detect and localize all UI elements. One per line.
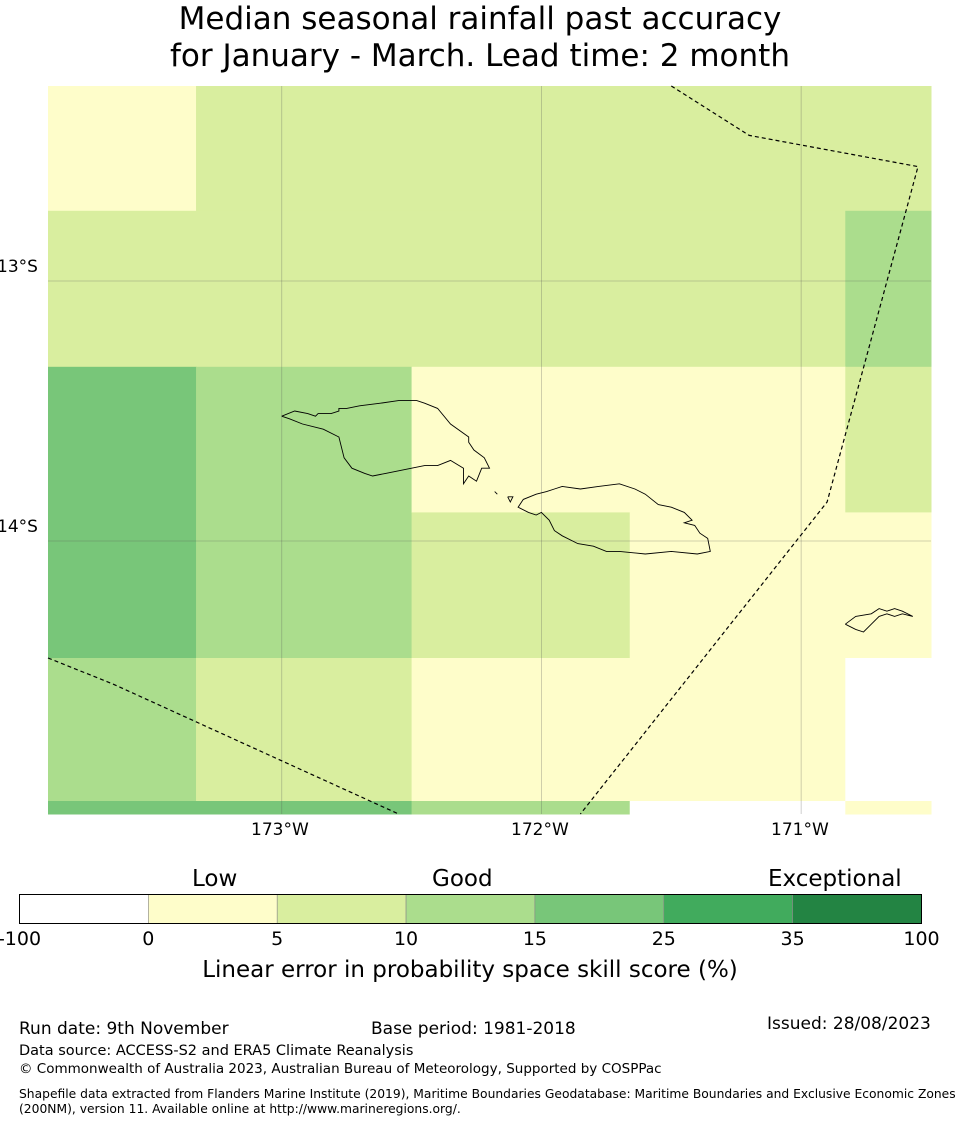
colorbar-tick-label: 10	[393, 928, 419, 950]
island-outline	[494, 491, 498, 495]
skill-cell	[48, 801, 413, 815]
skill-cell	[196, 86, 932, 212]
lon-label-173w: 173°W	[251, 820, 309, 840]
skill-map	[47, 85, 932, 815]
skill-cell	[48, 658, 197, 802]
skill-cell	[411, 658, 846, 802]
colorbar-segment	[148, 894, 278, 924]
island-outline	[845, 608, 914, 633]
issued-date: Issued: 28/08/2023	[767, 1014, 931, 1034]
colorbar-segment	[663, 894, 793, 924]
colorbar	[19, 894, 922, 924]
skill-cell	[629, 801, 846, 815]
run-date: Run date: 9th November	[19, 1019, 229, 1039]
colorbar-tick-label: -100	[0, 928, 42, 950]
colorbar-segment	[19, 894, 149, 924]
colorbar-tick-label: 5	[271, 928, 284, 950]
eez-boundary-line	[47, 657, 399, 815]
graticule	[48, 86, 931, 814]
eez-boundary-line	[579, 85, 919, 815]
skill-grid	[48, 86, 932, 815]
map-title-line-2: for January - March. Lead time: 2 month	[170, 38, 790, 74]
island-outline	[281, 400, 491, 486]
skill-cell	[845, 658, 932, 802]
colorbar-segment	[792, 894, 922, 924]
colorbar-segment	[276, 894, 407, 924]
skill-cell	[845, 210, 932, 368]
island-outline	[517, 483, 711, 555]
lon-label-171w: 171°W	[771, 820, 829, 840]
skill-cell	[629, 512, 932, 659]
skill-cell	[411, 801, 631, 815]
skill-cell	[196, 658, 413, 802]
eez-boundaries	[47, 85, 919, 815]
skill-cell	[411, 366, 846, 513]
shapefile-credit-line-1: Shapefile data extracted from Flanders M…	[19, 1087, 956, 1101]
colorbar-tick-label: 25	[651, 928, 676, 950]
coastlines	[281, 400, 914, 633]
copyright: © Commonwealth of Australia 2023, Austra…	[19, 1061, 662, 1077]
base-period: Base period: 1981-2018	[371, 1019, 576, 1039]
island-outline	[507, 496, 514, 504]
map-title-line-1: Median seasonal rainfall past accuracy	[178, 1, 782, 37]
colorbar-category-low: Low	[192, 866, 238, 892]
shapefile-credit-line-2: (200NM), version 11. Available online at…	[19, 1102, 461, 1116]
skill-cell	[196, 366, 413, 659]
data-source: Data source: ACCESS-S2 and ERA5 Climate …	[19, 1043, 414, 1059]
colorbar-segment	[405, 894, 536, 924]
skill-cell	[845, 366, 932, 513]
colorbar-segment	[534, 894, 665, 924]
colorbar-tick-label: 0	[142, 928, 155, 950]
colorbar-tick-label: 15	[522, 928, 548, 950]
skill-cell	[845, 801, 932, 815]
colorbar-border	[19, 894, 922, 924]
colorbar-tick-label: 35	[780, 928, 805, 950]
skill-cell	[48, 86, 197, 212]
lat-label-13s: 13°S	[0, 257, 38, 277]
colorbar-label: Linear error in probability space skill …	[202, 957, 738, 983]
colorbar-category-good: Good	[432, 866, 493, 892]
skill-cell	[48, 366, 197, 659]
colorbar-tick-label: 100	[903, 928, 940, 950]
lat-label-14s: 14°S	[0, 517, 38, 537]
colorbar-category-exceptional: Exceptional	[768, 866, 902, 892]
skill-cell	[411, 512, 631, 659]
skill-cell	[48, 210, 846, 368]
lon-label-172w: 172°W	[511, 820, 569, 840]
